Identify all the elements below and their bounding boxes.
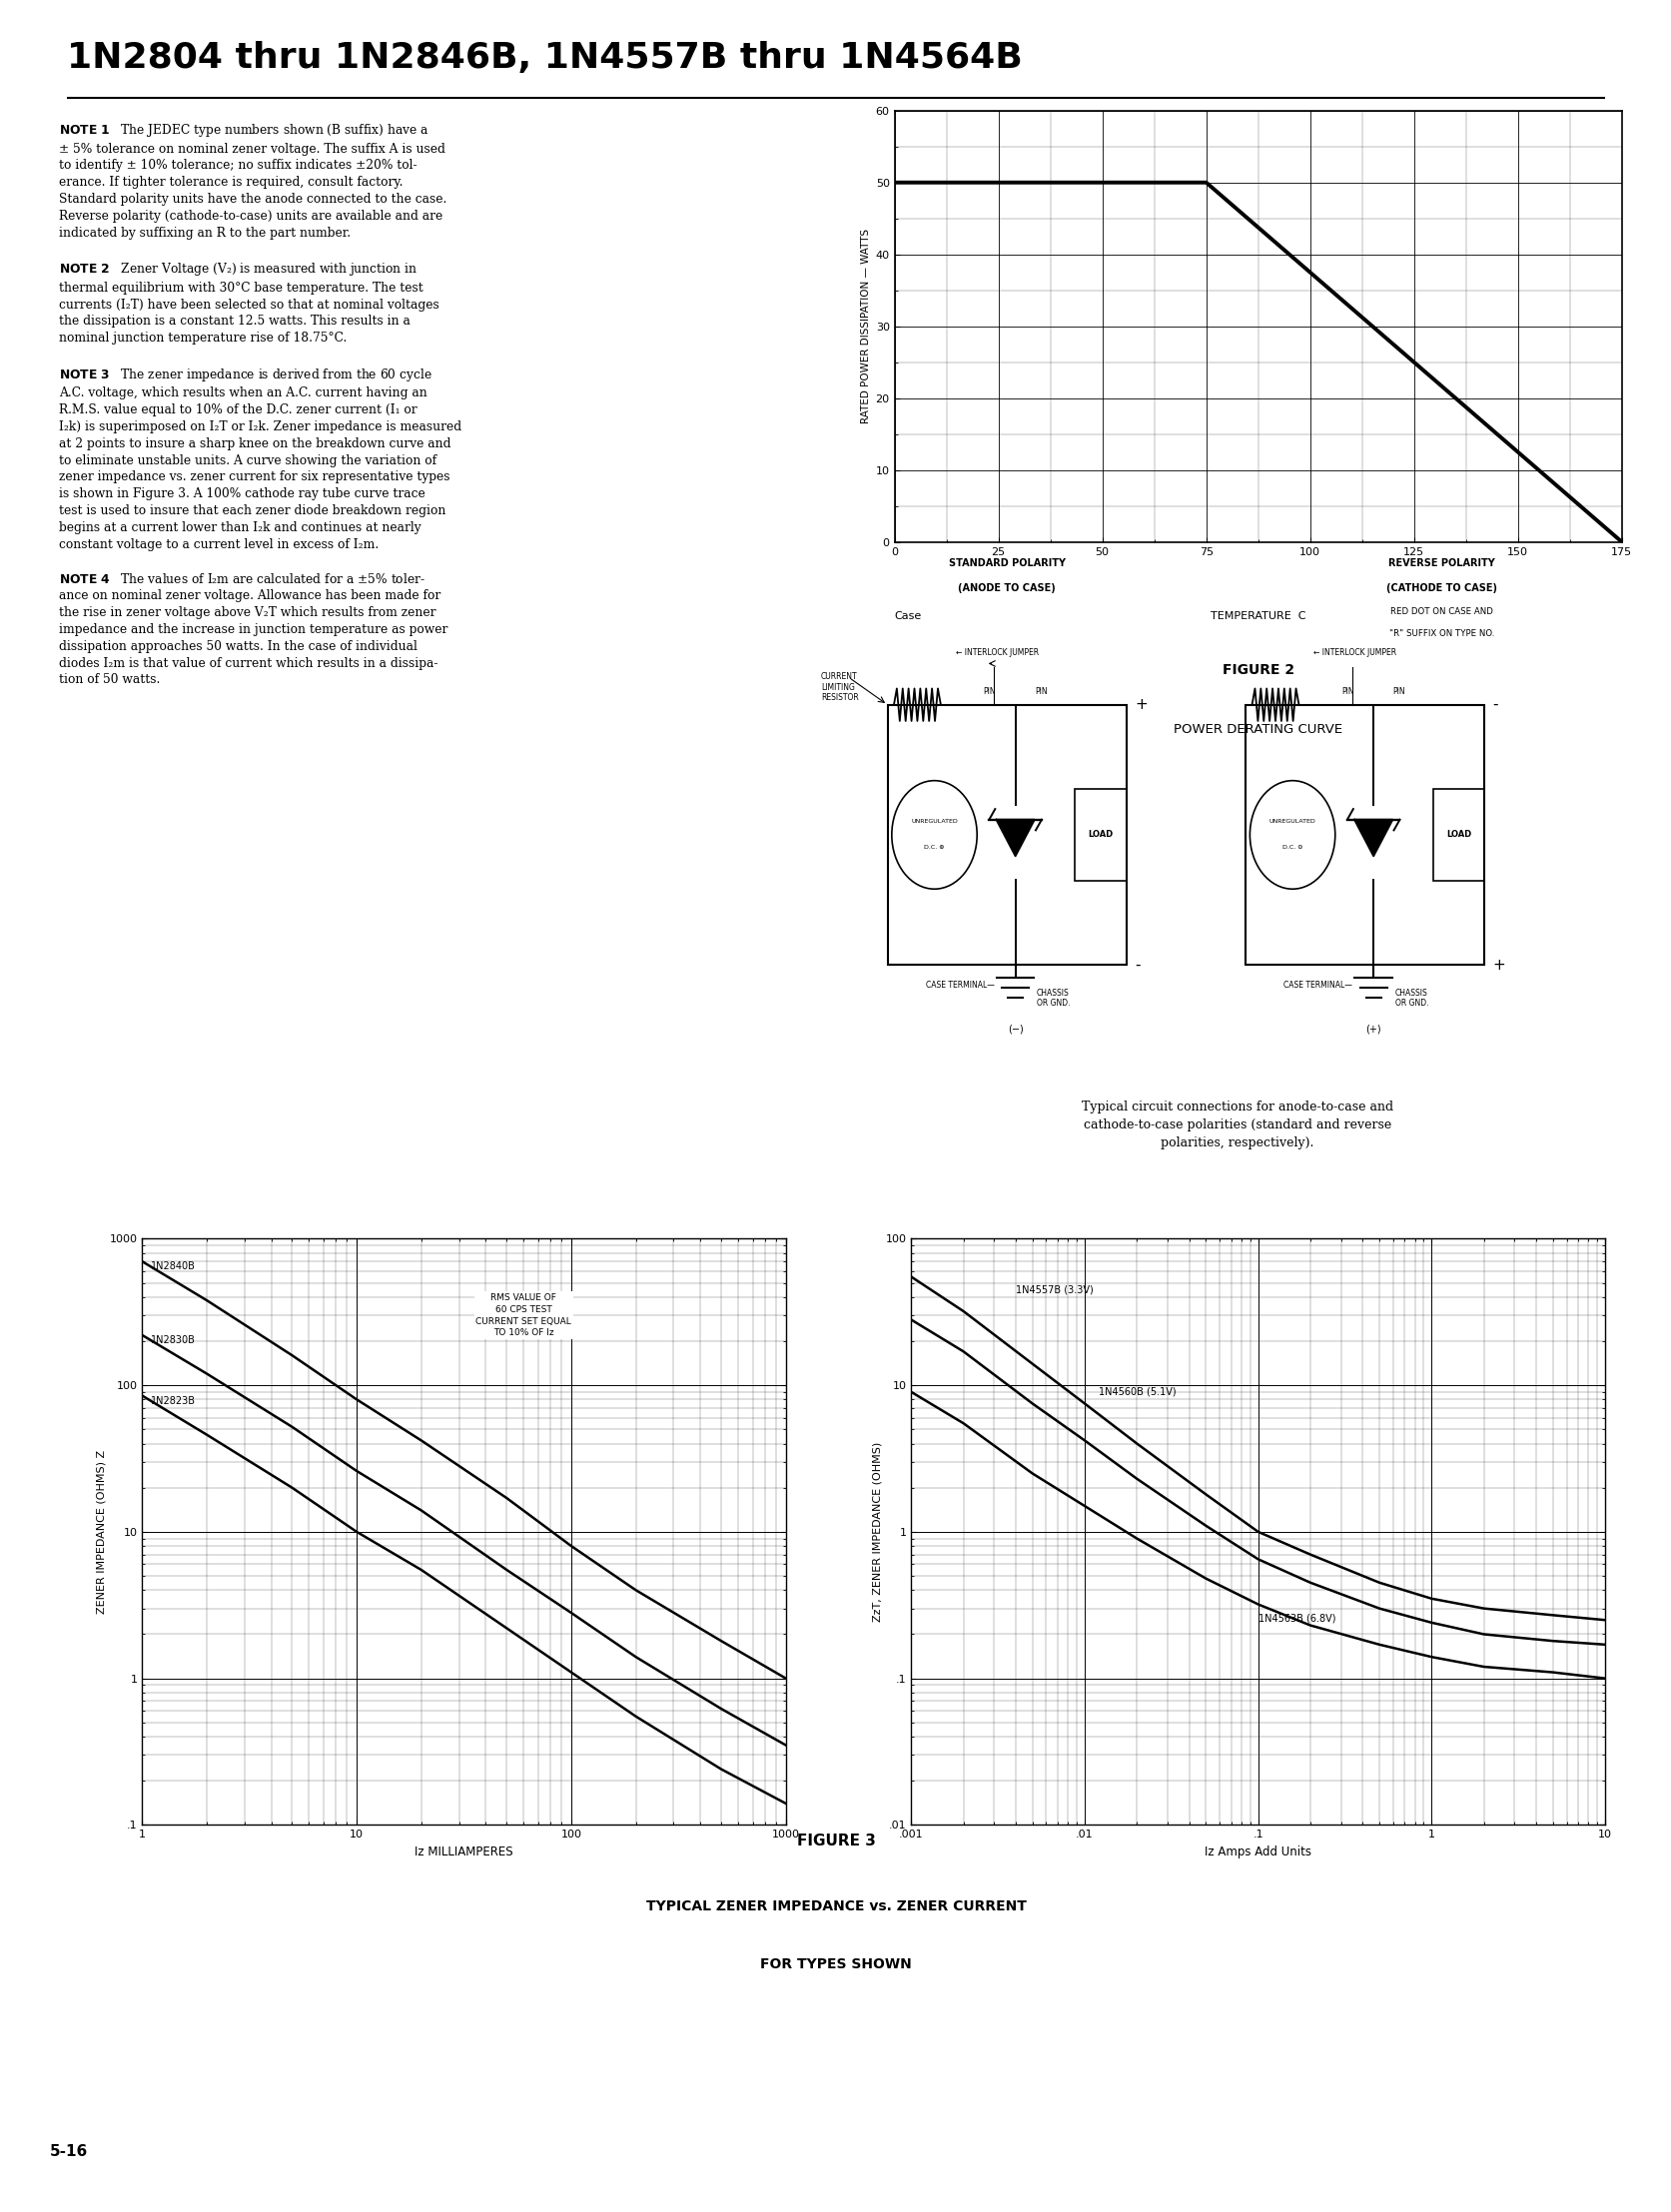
Text: +: + [1135,697,1146,712]
Text: (ANODE TO CASE): (ANODE TO CASE) [957,584,1054,593]
Text: UNREGULATED: UNREGULATED [911,818,957,825]
Bar [887,706,1126,964]
Text: PIN: PIN [1392,688,1405,697]
Text: CHASSIS
OR GND.: CHASSIS OR GND. [1036,989,1069,1009]
X-axis label: Iz MILLIAMPERES: Iz MILLIAMPERES [414,1845,513,1858]
Text: Case: Case [894,611,921,622]
Text: 1N4563B (6.8V): 1N4563B (6.8V) [1257,1613,1335,1624]
Text: LOAD: LOAD [1088,830,1113,838]
Y-axis label: ZzT, ZENER IMPEDANCE (OHMS): ZzT, ZENER IMPEDANCE (OHMS) [872,1442,882,1621]
Text: ← INTERLOCK JUMPER: ← INTERLOCK JUMPER [1313,648,1395,657]
Bar [1245,706,1484,964]
Bar [1074,790,1126,880]
Text: D.C. ⊖: D.C. ⊖ [1282,845,1302,849]
Text: 1N4557B (3.3V): 1N4557B (3.3V) [1014,1285,1093,1294]
Text: UNREGULATED: UNREGULATED [1268,818,1315,825]
Text: POWER DERATING CURVE: POWER DERATING CURVE [1173,723,1342,737]
Text: -: - [1492,697,1497,712]
Text: TYPICAL ZENER IMPEDANCE vs. ZENER CURRENT: TYPICAL ZENER IMPEDANCE vs. ZENER CURREN… [645,1900,1026,1913]
Text: CHASSIS
OR GND.: CHASSIS OR GND. [1394,989,1427,1009]
Text: D.C. ⊕: D.C. ⊕ [924,845,944,849]
Circle shape [1250,781,1335,889]
Text: Typical circuit connections for anode-to-case and
cathode-to-case polarities (st: Typical circuit connections for anode-to… [1081,1099,1392,1150]
Text: TEMPERATURE  C: TEMPERATURE C [1210,611,1305,622]
Text: (+): (+) [1365,1024,1380,1035]
Polygon shape [996,821,1034,856]
Text: RMS VALUE OF
60 CPS TEST
CURRENT SET EQUAL
TO 10% OF Iz: RMS VALUE OF 60 CPS TEST CURRENT SET EQU… [476,1294,571,1338]
Text: "R" SUFFIX ON TYPE NO.: "R" SUFFIX ON TYPE NO. [1389,628,1494,637]
Text: +: + [1492,958,1506,973]
Text: 1N2840B: 1N2840B [150,1261,196,1272]
Text: PIN: PIN [1034,688,1046,697]
Text: FOR TYPES SHOWN: FOR TYPES SHOWN [760,1958,911,1971]
Text: PIN: PIN [983,688,996,697]
Text: STANDARD POLARITY: STANDARD POLARITY [947,557,1064,568]
Y-axis label: ZENER IMPEDANCE (OHMS) Z: ZENER IMPEDANCE (OHMS) Z [97,1449,107,1615]
Text: CASE TERMINAL—: CASE TERMINAL— [1283,982,1352,991]
Text: 1N4560B (5.1V): 1N4560B (5.1V) [1098,1387,1175,1398]
X-axis label: Iz Amps Add Units: Iz Amps Add Units [1205,1845,1310,1858]
Text: (−): (−) [1008,1024,1023,1035]
Text: ← INTERLOCK JUMPER: ← INTERLOCK JUMPER [956,648,1038,657]
Text: -: - [1135,958,1140,973]
Text: RED DOT ON CASE AND: RED DOT ON CASE AND [1390,606,1492,617]
Text: PIN: PIN [1340,688,1354,697]
Polygon shape [1354,821,1392,856]
Text: 5-16: 5-16 [50,2143,89,2159]
Text: LOAD: LOAD [1445,830,1470,838]
Text: CURRENT
LIMITING
RESISTOR: CURRENT LIMITING RESISTOR [820,672,859,701]
Text: CASE TERMINAL—: CASE TERMINAL— [926,982,994,991]
Text: 1N2830B: 1N2830B [150,1336,196,1345]
Text: REVERSE POLARITY: REVERSE POLARITY [1387,557,1494,568]
Text: $\bf{NOTE\ 1}$   The JEDEC type numbers shown (B suffix) have a
± 5% tolerance o: $\bf{NOTE\ 1}$ The JEDEC type numbers sh… [58,122,461,686]
Text: 1N2823B: 1N2823B [150,1396,196,1405]
Text: 1N2804 thru 1N2846B, 1N4557B thru 1N4564B: 1N2804 thru 1N2846B, 1N4557B thru 1N4564… [67,40,1023,75]
Text: (CATHODE TO CASE): (CATHODE TO CASE) [1385,584,1496,593]
Text: FIGURE 3: FIGURE 3 [795,1834,876,1849]
Bar [1432,790,1484,880]
Text: FIGURE 2: FIGURE 2 [1222,664,1293,677]
Y-axis label: RATED POWER DISSIPATION — WATTS: RATED POWER DISSIPATION — WATTS [861,228,871,425]
Circle shape [891,781,976,889]
